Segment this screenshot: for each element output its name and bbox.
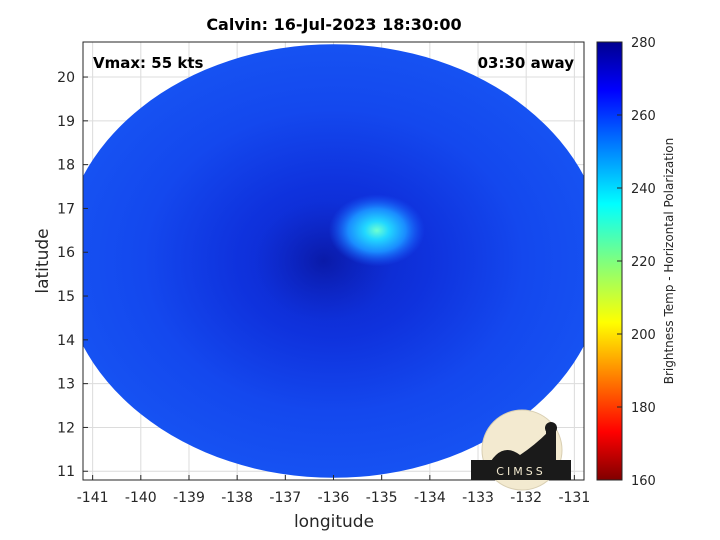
y-tick-label: 17: [57, 201, 75, 217]
y-tick-label: 18: [57, 158, 75, 174]
colorbar-ticks: 160 180 200 220 240 260 280: [617, 36, 656, 489]
y-tick-label: 11: [57, 464, 75, 480]
colorbar-tick-label: 160: [631, 474, 656, 489]
x-tick-labels: -141 -140 -139 -138 -137 -136 -135 -134 -133 -132…: [77, 475, 590, 506]
colorbar-label: Brightness Temp - Horizontal Polarizatio…: [662, 138, 676, 385]
cimss-logo: CIMSS: [471, 409, 571, 491]
swath-group: [83, 44, 584, 478]
y-tick-label: 14: [57, 333, 75, 349]
colorbar-tick-label: 260: [631, 109, 656, 124]
y-tick-label: 13: [57, 377, 75, 393]
chart-title: Calvin: 16-Jul-2023 18:30:00: [206, 15, 461, 34]
x-tick-label: -140: [125, 490, 157, 506]
x-tick-label: -134: [414, 490, 446, 506]
y-tick-label: 19: [57, 114, 75, 130]
y-tick-label: 12: [57, 420, 75, 436]
x-tick-label: -141: [77, 490, 109, 506]
x-tick-label: -132: [510, 490, 542, 506]
logo-band: [471, 460, 571, 480]
plot-area: -141 -140 -139 -138 -137 -136 -135 -134 -133 -132…: [57, 41, 590, 506]
x-tick-label: -139: [173, 490, 205, 506]
x-tick-label: -138: [221, 490, 253, 506]
colorbar-tick-label: 220: [631, 255, 656, 270]
x-axis-label: longitude: [294, 512, 374, 532]
logo-text: CIMSS: [496, 465, 545, 478]
time-away-annotation: 03:30 away: [478, 54, 575, 72]
warm-core-feature: [328, 194, 425, 267]
x-tick-label: -131: [558, 490, 590, 506]
x-tick-label: -137: [269, 490, 301, 506]
x-tick-label: -133: [462, 490, 494, 506]
y-axis-label: latitude: [33, 228, 53, 293]
vmax-annotation: Vmax: 55 kts: [93, 54, 203, 72]
y-tick-label: 16: [57, 245, 75, 261]
x-tick-label: -136: [318, 490, 350, 506]
colorbar-tick-label: 180: [631, 401, 656, 416]
y-tick-labels: 11 12 13 14 15 16 17 18 19 20: [57, 70, 88, 480]
colorbar-tick-label: 200: [631, 328, 656, 343]
colorbar-tick-label: 240: [631, 182, 656, 197]
x-tick-label: -135: [366, 490, 398, 506]
y-tick-label: 15: [57, 289, 75, 305]
logo-tower-tank: [545, 422, 557, 434]
colorbar: 160 180 200 220 240 260 280 Brightness Temp - …: [596, 36, 676, 489]
colorbar-tick-label: 280: [631, 36, 656, 51]
y-tick-label: 20: [57, 70, 75, 86]
